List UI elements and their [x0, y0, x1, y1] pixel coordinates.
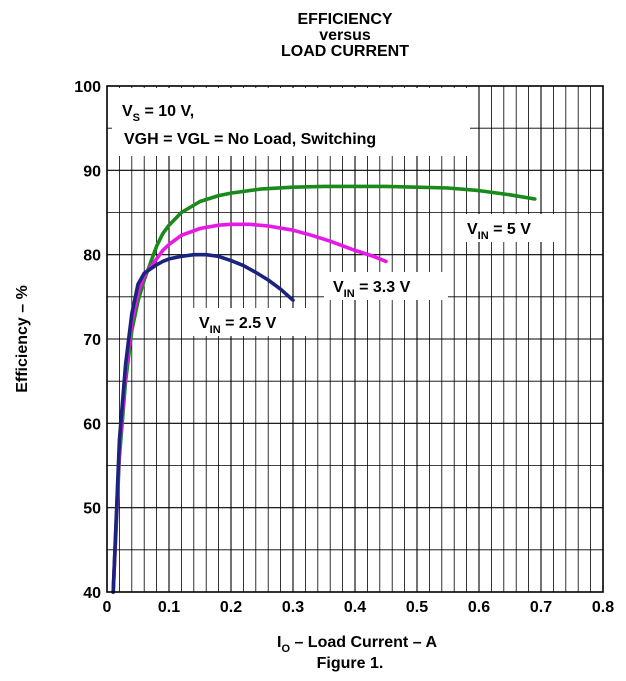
y-axis-label: Efficiency – % [14, 285, 31, 393]
title-line-3: LOAD CURRENT [281, 43, 409, 60]
x-tick-label: 0.4 [344, 599, 366, 616]
x-tick-label: 0.7 [530, 599, 552, 616]
y-tick-labels: 40 50 60 70 80 90 100 [74, 79, 101, 602]
label-vin-3-3v: VIN = 3.3 V [324, 272, 448, 300]
chart-title: EFFICIENCY versus LOAD CURRENT [281, 11, 409, 60]
label-vin-2-5v-background [190, 308, 308, 336]
y-tick-label: 100 [74, 79, 101, 96]
label-vin-5v: VIN = 5 V [458, 214, 560, 242]
x-tick-label: 0.1 [158, 599, 180, 616]
conditions-box-background [112, 88, 470, 156]
series-line-vin-5-v [111, 184, 537, 594]
label-vin-2-5v: VIN = 2.5 V [190, 308, 308, 336]
x-tick-labels: 0 0.1 0.2 0.3 0.4 0.5 0.6 0.7 0.8 [103, 599, 615, 616]
y-tick-label: 50 [83, 501, 101, 518]
x-axis-label: IO – Load Current – A [277, 634, 437, 655]
conditions-line-2: VGH = VGL = No Load, Switching [124, 131, 376, 148]
y-tick-label: 80 [83, 248, 101, 265]
series-line-vin-2-5-v [111, 252, 295, 594]
label-vin-5v-background [458, 214, 560, 242]
y-tick-label: 90 [83, 163, 101, 180]
y-tick-label: 60 [83, 416, 101, 433]
label-vin-3-3v-text: VIN = 3.3 V [333, 279, 411, 300]
label-vin-5v-text: VIN = 5 V [467, 221, 531, 242]
x-tick-label: 0.3 [282, 599, 304, 616]
plot-series [111, 184, 537, 594]
x-tick-label: 0.2 [220, 599, 242, 616]
figure-caption: Figure 1. [317, 655, 384, 672]
y-tick-label: 70 [83, 332, 101, 349]
title-line-2: versus [319, 27, 371, 44]
x-tick-label: 0.6 [468, 599, 490, 616]
title-line-1: EFFICIENCY [297, 11, 392, 28]
y-tick-label: 40 [83, 585, 101, 602]
plot-frame [106, 85, 604, 593]
x-tick-label: 0.5 [406, 599, 428, 616]
conditions-box: VS = 10 V, VGH = VGL = No Load, Switchin… [112, 88, 470, 156]
label-vin-2-5v-text: VIN = 2.5 V [199, 315, 277, 336]
plot-grid [107, 86, 603, 592]
label-vin-3-3v-background [324, 272, 448, 300]
conditions-line-1: VS = 10 V, [122, 103, 194, 124]
x-tick-label: 0.8 [592, 599, 614, 616]
x-tick-label: 0 [103, 599, 112, 616]
